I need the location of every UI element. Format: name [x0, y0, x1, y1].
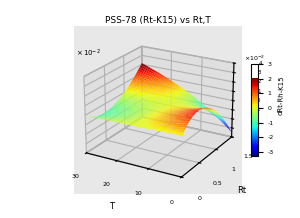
X-axis label: T: T — [110, 202, 115, 211]
Y-axis label: Rt: Rt — [237, 186, 246, 195]
Text: $\times\,10^{-2}$: $\times\,10^{-2}$ — [76, 48, 101, 59]
Title: $\times 10^{-2}$: $\times 10^{-2}$ — [244, 54, 265, 63]
Title: PSS-78 (Rt-K15) vs Rt,T: PSS-78 (Rt-K15) vs Rt,T — [105, 16, 211, 25]
